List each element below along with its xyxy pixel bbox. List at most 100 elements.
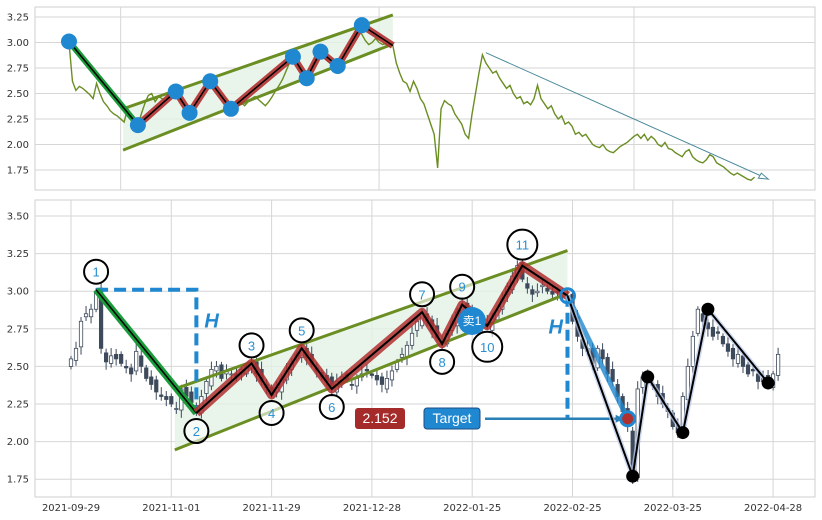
candle-body <box>109 355 114 364</box>
candle-body <box>149 376 154 385</box>
breakout-marker <box>558 287 576 305</box>
detail-channel-upper <box>174 249 568 391</box>
overview-pivot-marker <box>284 48 301 65</box>
sell-signal-label: 卖1 <box>463 314 482 328</box>
overview-ytick-label: 3.00 <box>7 38 29 49</box>
overview-ytick-label: 2.75 <box>7 64 29 75</box>
candle-body <box>78 320 84 348</box>
pivot-label-circle <box>429 348 456 375</box>
candle-body <box>710 326 716 337</box>
candle-body <box>154 379 159 393</box>
pivot-label-circle <box>83 258 110 285</box>
candle-body <box>83 313 89 318</box>
candle-body <box>88 308 94 318</box>
candle-body <box>204 381 209 394</box>
candle-body <box>530 289 535 295</box>
candle-body <box>600 349 605 360</box>
candle-body <box>214 365 219 372</box>
pivot-label: 7 <box>418 287 425 302</box>
candle-body <box>354 378 359 387</box>
target-label-box <box>423 407 481 430</box>
pivot-label: 10 <box>480 340 494 355</box>
detail-xtick-label: 2021-11-01 <box>142 503 200 514</box>
candle-body <box>550 290 555 295</box>
pivot-label: 11 <box>516 238 530 253</box>
overview-pivot-marker <box>298 70 315 87</box>
target-value-text: 2.152 <box>362 410 397 426</box>
overview-ytick-label: 1.75 <box>7 166 29 177</box>
candle-body <box>364 369 369 372</box>
candle-body <box>399 353 405 358</box>
overview-channel-lower <box>122 42 394 152</box>
candle-body <box>525 283 530 289</box>
candle-body <box>720 335 726 345</box>
candle-body <box>139 355 144 367</box>
overview-panel: 1.75 2.00 2.25 2.50 2.75 3.00 3.25 <box>7 6 816 191</box>
detail-ytick-label: 2.00 <box>7 437 29 448</box>
overview-pivot-marker <box>353 17 370 34</box>
candle-body <box>535 290 540 294</box>
candle-body <box>610 369 615 382</box>
detail-xtick-label: 2022-02-25 <box>543 503 601 514</box>
candle-body <box>745 364 751 375</box>
candle-body <box>349 384 354 386</box>
pivot-label: 5 <box>298 323 305 338</box>
candle-body <box>144 367 149 379</box>
candle-body <box>159 394 164 397</box>
detail-xtick-label: 2022-01-25 <box>443 503 501 514</box>
pivot-label-circle <box>258 399 285 426</box>
candle-body <box>119 353 124 364</box>
pivot-label: 9 <box>459 280 466 295</box>
candle-body <box>169 396 174 405</box>
candle-body <box>114 353 119 360</box>
pivot-label-circle <box>318 393 345 420</box>
candle-body <box>725 343 731 352</box>
overview-trend-arrow <box>485 52 769 180</box>
target-label-text: Target <box>433 410 472 426</box>
detail-xtick-label: 2021-12-28 <box>343 503 401 514</box>
candle-body <box>690 335 695 367</box>
candle-body <box>545 287 550 292</box>
detail-ytick-label: 2.25 <box>7 400 29 411</box>
overview-arrow-head <box>757 172 770 180</box>
overview-pivot-marker <box>181 104 198 121</box>
pivot-label-circle <box>449 273 476 300</box>
detail-ytick-label: 2.50 <box>7 362 29 373</box>
post-pivot-marker <box>701 302 715 316</box>
target-marker <box>619 410 637 428</box>
overview-ytick-label: 2.25 <box>7 115 29 126</box>
overview-pivot-marker <box>329 57 346 74</box>
impulse-leg-core <box>95 289 197 414</box>
post-pivot-marker <box>641 370 655 384</box>
pivot-label: 8 <box>438 355 445 370</box>
candle-body <box>389 370 395 381</box>
overview-pivot-marker <box>167 83 184 100</box>
candle-body <box>164 396 169 400</box>
overview-ytick-label: 2.50 <box>7 89 29 100</box>
detail-xtick-label: 2022-04-28 <box>744 503 802 514</box>
overview-ytick-label: 2.00 <box>7 140 29 151</box>
candle-body <box>134 350 139 372</box>
overview-pivot-marker <box>312 43 329 60</box>
zigzag-wave-core <box>195 264 569 414</box>
detail-xtick-label: 2022-03-25 <box>644 503 702 514</box>
detail-ytick-label: 3.25 <box>7 249 29 260</box>
detail-ytick-label: 3.50 <box>7 212 29 223</box>
overview-ytick-label: 3.25 <box>7 13 29 24</box>
candle-body <box>695 308 700 334</box>
overview-pivot-marker <box>222 100 239 117</box>
post-pivot-marker <box>676 426 690 440</box>
candle-body <box>735 353 741 364</box>
detail-ytick-label: 3.00 <box>7 287 29 298</box>
candle-body <box>174 408 179 410</box>
detail-ytick-label: 1.75 <box>7 475 29 486</box>
height-label: H <box>204 311 219 333</box>
candle-body <box>384 378 390 390</box>
pivot-label: 2 <box>193 424 200 439</box>
detail-panel: 2021-09-29 2021-11-01 2021-11-29 2021-12-28… <box>7 199 816 514</box>
pivot-label-circle <box>409 281 436 308</box>
overview-pivot-marker <box>202 73 219 90</box>
candle-body <box>104 352 109 363</box>
candle-body <box>540 284 545 288</box>
